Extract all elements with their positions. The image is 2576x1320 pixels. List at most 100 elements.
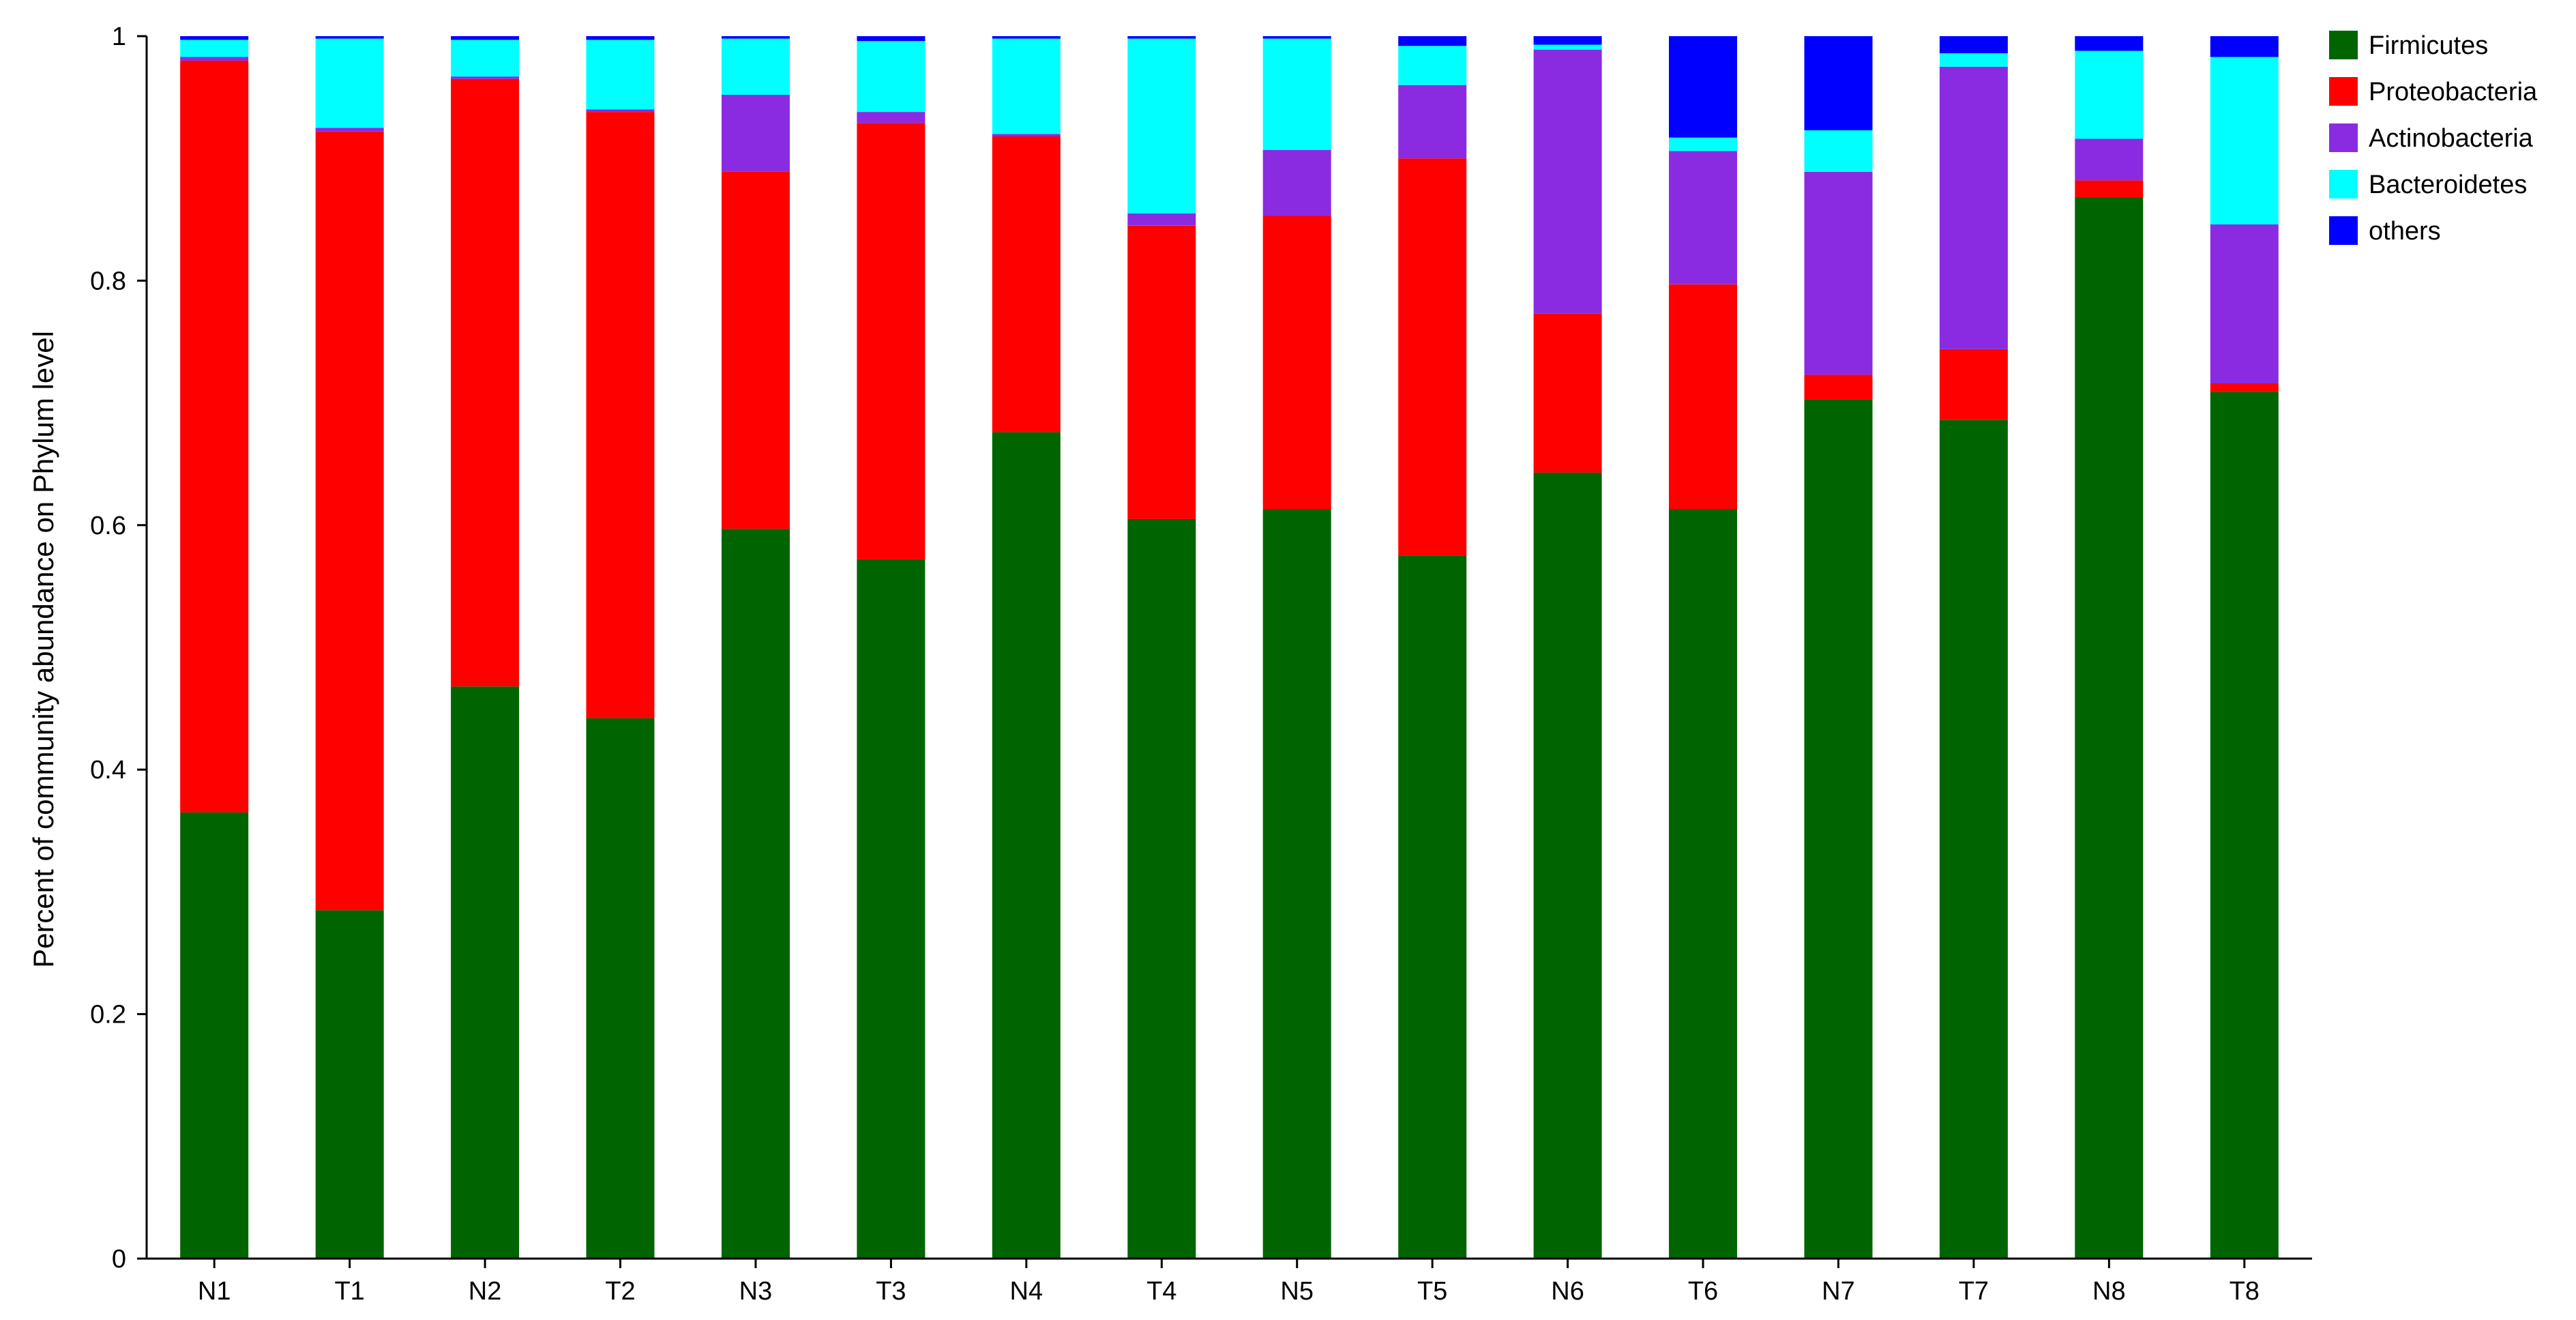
bar-T7-actinobacteria xyxy=(1939,66,2008,349)
bar-T8-proteobacteria xyxy=(2210,383,2279,392)
bar-T5-bacteroidetes xyxy=(1398,46,1467,85)
bar-T8-firmicutes xyxy=(2210,392,2279,1259)
bar-N8-bacteroidetes xyxy=(2075,50,2144,139)
bar-T6-bacteroidetes xyxy=(1669,137,1737,151)
bar-T8-actinobacteria xyxy=(2210,224,2279,383)
bar-T5-others xyxy=(1398,36,1467,46)
bar-T7-others xyxy=(1939,36,2008,54)
bar-N4-bacteroidetes xyxy=(992,38,1061,134)
bar-N7-bacteroidetes xyxy=(1804,130,1873,172)
legend-label-bacteroidetes: Bacteroidetes xyxy=(2369,171,2527,199)
x-tick-label-T7: T7 xyxy=(1959,1277,1989,1306)
bar-N2-others xyxy=(451,36,520,40)
legend-label-others: others xyxy=(2369,217,2441,246)
bars-group xyxy=(180,36,2279,1259)
legend-swatch-actinobacteria xyxy=(2329,123,2358,152)
x-tick-label-T2: T2 xyxy=(605,1277,635,1306)
bar-T4-bacteroidetes xyxy=(1127,38,1196,214)
x-tick-label-T8: T8 xyxy=(2230,1277,2260,1306)
bar-T4-proteobacteria xyxy=(1127,225,1196,519)
bar-N5-actinobacteria xyxy=(1262,149,1331,216)
bar-T5-firmicutes xyxy=(1398,555,1467,1259)
legend-label-actinobacteria: Actinobacteria xyxy=(2369,124,2534,153)
bar-N5-firmicutes xyxy=(1262,509,1331,1259)
bar-T2-others xyxy=(586,36,655,40)
x-tick-label-N2: N2 xyxy=(469,1277,502,1306)
x-tick-label-T3: T3 xyxy=(876,1277,906,1306)
x-tick-label-N5: N5 xyxy=(1280,1277,1314,1306)
x-tick-label-T4: T4 xyxy=(1146,1277,1176,1306)
x-tick-label-T5: T5 xyxy=(1417,1277,1447,1306)
legend-label-proteobacteria: Proteobacteria xyxy=(2369,78,2538,106)
bar-N1-proteobacteria xyxy=(180,60,249,812)
bar-T4-others xyxy=(1127,36,1196,39)
bar-T5-proteobacteria xyxy=(1398,158,1467,556)
bar-N1-actinobacteria xyxy=(180,57,249,61)
bar-T6-firmicutes xyxy=(1669,509,1737,1259)
x-tick-label-T6: T6 xyxy=(1688,1277,1718,1306)
bar-T3-others xyxy=(857,36,926,42)
bar-N2-bacteroidetes xyxy=(451,40,520,77)
bar-N7-proteobacteria xyxy=(1804,375,1873,400)
bar-T5-actinobacteria xyxy=(1398,85,1467,159)
y-tick-label: 0.2 xyxy=(90,1001,126,1029)
bar-N4-others xyxy=(992,36,1061,39)
bar-N4-firmicutes xyxy=(992,432,1061,1259)
bar-N3-firmicutes xyxy=(722,529,790,1259)
bar-N6-firmicutes xyxy=(1533,472,1602,1259)
bar-T3-firmicutes xyxy=(857,559,926,1259)
bar-T1-others xyxy=(315,36,384,39)
x-tick-label-N6: N6 xyxy=(1551,1277,1584,1306)
bar-T7-bacteroidetes xyxy=(1939,53,2008,67)
bar-N1-others xyxy=(180,36,249,40)
bar-N3-others xyxy=(722,36,790,39)
bar-N3-bacteroidetes xyxy=(722,38,790,95)
bar-T4-actinobacteria xyxy=(1127,213,1196,226)
bar-T8-others xyxy=(2210,36,2279,57)
x-tick-label-T1: T1 xyxy=(334,1277,364,1306)
bar-T1-actinobacteria xyxy=(315,128,384,132)
bar-N6-proteobacteria xyxy=(1533,313,1602,473)
bar-T1-firmicutes xyxy=(315,910,384,1259)
y-tick-label: 0.4 xyxy=(90,756,126,784)
bar-T6-others xyxy=(1669,36,1737,138)
bar-T2-bacteroidetes xyxy=(586,40,655,110)
bar-T3-bacteroidetes xyxy=(857,41,926,113)
bar-N2-actinobacteria xyxy=(451,76,520,79)
y-tick-label: 1 xyxy=(112,23,126,51)
bar-N8-proteobacteria xyxy=(2075,180,2144,198)
y-axis-title: Percent of community abundance on Phylum… xyxy=(27,331,59,968)
bar-T3-proteobacteria xyxy=(857,123,926,559)
bar-N1-bacteroidetes xyxy=(180,40,249,57)
bar-T1-bacteroidetes xyxy=(315,38,384,128)
bar-T6-actinobacteria xyxy=(1669,151,1737,284)
bar-N6-bacteroidetes xyxy=(1533,44,1602,50)
bar-N3-proteobacteria xyxy=(722,171,790,529)
y-tick-label: 0.8 xyxy=(90,267,126,295)
y-tick-label: 0 xyxy=(112,1245,126,1274)
bar-N4-proteobacteria xyxy=(992,136,1061,432)
bar-N4-actinobacteria xyxy=(992,134,1061,136)
bar-N7-others xyxy=(1804,36,1873,130)
bar-N5-others xyxy=(1262,36,1331,39)
x-tick-label-N8: N8 xyxy=(2092,1277,2126,1306)
bar-T2-actinobacteria xyxy=(586,109,655,113)
bar-N2-firmicutes xyxy=(451,686,520,1259)
bar-N7-actinobacteria xyxy=(1804,171,1873,375)
bar-T2-firmicutes xyxy=(586,718,655,1259)
bar-T7-proteobacteria xyxy=(1939,349,2008,420)
bar-N7-firmicutes xyxy=(1804,399,1873,1259)
legend: Firmicutes Proteobacteria Actinobacteria Ba… xyxy=(2329,31,2538,246)
bar-N5-proteobacteria xyxy=(1262,216,1331,510)
bar-T6-proteobacteria xyxy=(1669,284,1737,510)
bar-T4-firmicutes xyxy=(1127,518,1196,1259)
bar-N1-firmicutes xyxy=(180,812,249,1259)
legend-swatch-firmicutes xyxy=(2329,31,2358,59)
bar-N2-proteobacteria xyxy=(451,78,520,687)
legend-swatch-proteobacteria xyxy=(2329,77,2358,106)
x-tick-label-N1: N1 xyxy=(198,1277,231,1306)
bar-N5-bacteroidetes xyxy=(1262,38,1331,150)
bar-N8-others xyxy=(2075,36,2144,51)
bar-T1-proteobacteria xyxy=(315,131,384,911)
